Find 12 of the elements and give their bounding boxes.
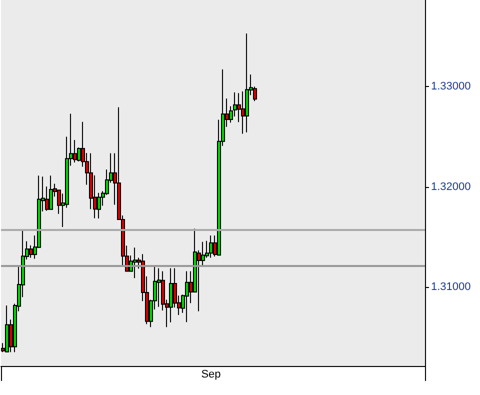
x-tick-label: Sep xyxy=(201,368,221,380)
candlestick xyxy=(169,268,173,323)
candlestick xyxy=(133,247,137,279)
candlestick xyxy=(209,234,213,258)
candlestick xyxy=(157,268,161,308)
y-tick-label: 1.31000 xyxy=(431,281,471,294)
candlestick xyxy=(5,305,9,353)
y-tick-label: 1.33000 xyxy=(431,80,471,92)
candlestick xyxy=(245,33,249,133)
y-tick-label: 1.32000 xyxy=(431,180,471,193)
candlestick xyxy=(49,175,53,210)
candlestick xyxy=(185,270,189,323)
